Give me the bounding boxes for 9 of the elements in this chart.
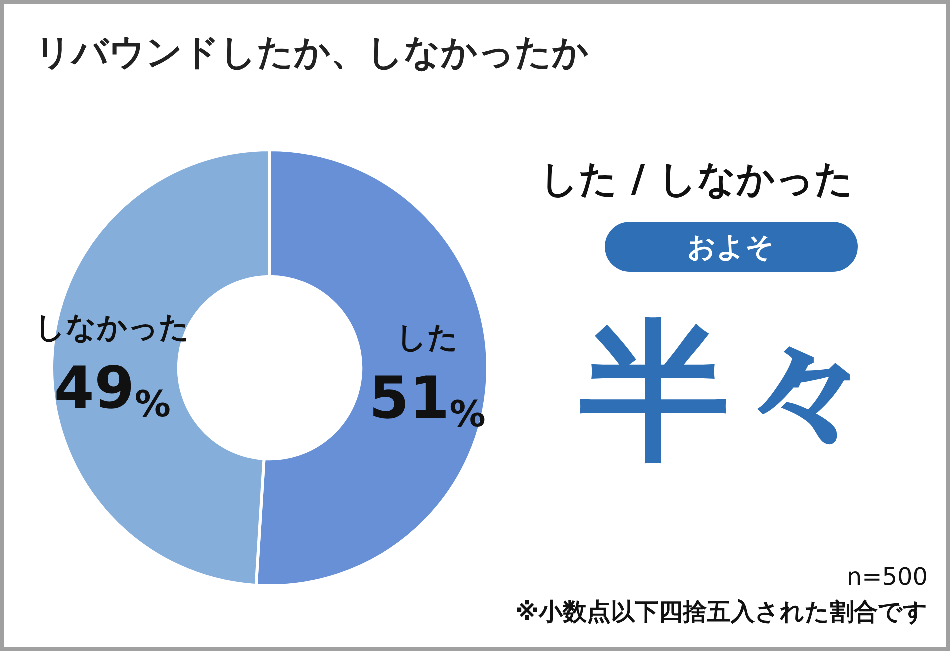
slice-label: した — [396, 320, 458, 356]
text: 半々 — [579, 305, 880, 479]
text: およそ — [688, 230, 774, 264]
text: した / しなかった — [540, 157, 854, 201]
data-label: 49% — [54, 354, 171, 426]
text: n=500 — [846, 563, 928, 591]
chart-title: リバウンドしたか、しなかったか — [35, 32, 589, 74]
slice-label: しなかった — [35, 310, 190, 346]
text: ※小数点以下四捨五入された割合です — [516, 598, 928, 626]
